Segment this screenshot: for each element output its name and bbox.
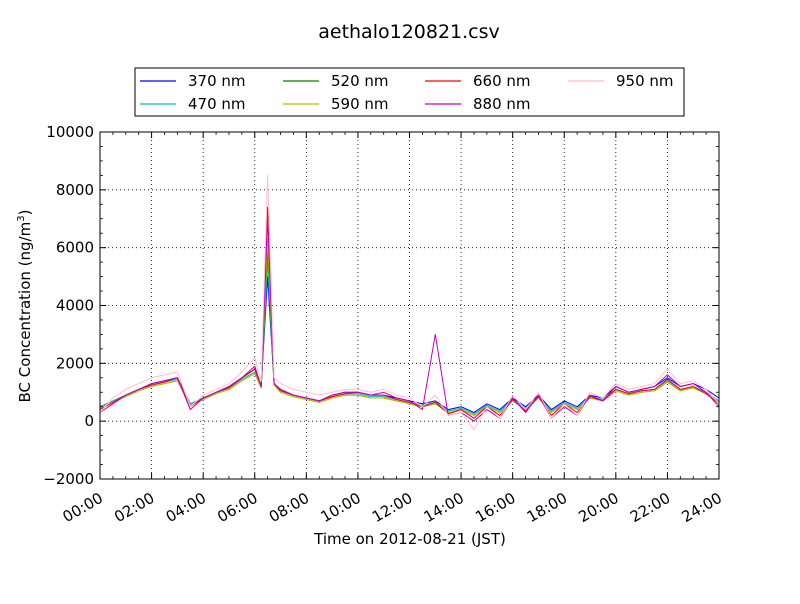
legend-box xyxy=(134,67,685,117)
y-axis-label-superscript: 3 xyxy=(16,215,27,221)
y-tick-label: 10000 xyxy=(46,123,94,141)
y-tick-label: −2000 xyxy=(43,470,94,488)
series-line-880-nm xyxy=(99,218,720,422)
axis-ticks xyxy=(99,131,720,480)
legend-entry-label: 660 nm xyxy=(473,72,531,90)
legend-entry-label: 520 nm xyxy=(331,72,389,90)
legend-entry-label: 880 nm xyxy=(473,95,531,113)
y-tick-label: 8000 xyxy=(56,181,94,199)
legend-entry-label: 950 nm xyxy=(616,72,674,90)
plot-series-group xyxy=(99,174,720,431)
y-tick-label: 0 xyxy=(84,412,94,430)
legend-entry-label: 370 nm xyxy=(188,72,246,90)
legend: 370 nm 520 nm 660 nm 950 nm 470 nm 590 nm 880 … xyxy=(134,67,685,117)
x-axis-label: Time on 2012-08-21 (JST) xyxy=(313,530,506,548)
series-line-950-nm xyxy=(99,174,720,431)
y-axis-label: BC Concentration (ng/m3) xyxy=(16,210,34,403)
y-axis-label-main: BC Concentration (ng/m xyxy=(16,222,34,403)
series-line-590-nm xyxy=(99,238,720,416)
y-axis-label-end: ) xyxy=(16,210,34,216)
y-tick-label: 4000 xyxy=(56,297,94,315)
legend-entry-label: 590 nm xyxy=(331,95,389,113)
chart-title: aethalo120821.csv xyxy=(318,21,500,43)
legend-entry-label: 470 nm xyxy=(188,95,246,113)
y-tick-label: 2000 xyxy=(56,354,94,372)
y-tick-label: 6000 xyxy=(56,239,94,257)
